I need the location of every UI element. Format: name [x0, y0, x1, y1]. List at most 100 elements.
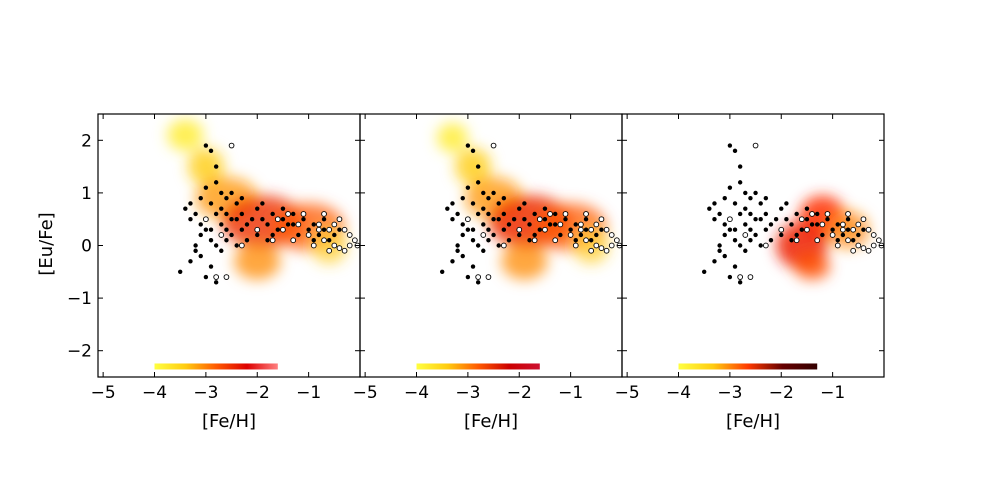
star-point-filled — [183, 206, 188, 211]
star-point-open — [578, 226, 584, 233]
star-point-filled — [460, 232, 465, 238]
star-point-filled — [311, 238, 316, 243]
star-point-filled — [234, 217, 239, 222]
star-point-filled — [481, 222, 486, 227]
star-point-filled — [470, 148, 476, 154]
star-point-open — [608, 242, 615, 249]
star-point-filled — [789, 238, 794, 243]
star-point-filled — [722, 222, 727, 227]
y-tick-label: 0 — [81, 237, 92, 257]
star-point-filled — [743, 222, 748, 227]
star-point-filled — [820, 232, 825, 238]
star-point-open — [876, 237, 882, 244]
star-point-open — [341, 226, 348, 233]
panel-2: −5 −4 −3 −2 −1 [Fe/H] — [353, 113, 623, 432]
star-point-filled — [737, 211, 743, 217]
star-point-filled — [208, 227, 214, 232]
star-point-filled — [270, 232, 275, 238]
colorbar-strip — [678, 363, 818, 370]
star-point-filled — [537, 227, 543, 232]
star-point-filled — [727, 274, 733, 280]
star-point-filled — [188, 217, 193, 222]
star-point-filled — [475, 164, 481, 169]
star-point-filled — [481, 190, 486, 196]
star-point-filled — [748, 211, 753, 217]
star-point-filled — [861, 227, 866, 232]
star-point-filled — [712, 201, 717, 206]
star-point-filled — [527, 238, 532, 243]
star-point-open — [316, 221, 322, 228]
x-tick-label: −5 — [353, 383, 378, 403]
star-point-open — [326, 247, 333, 254]
star-point-filled — [517, 232, 522, 238]
star-point-filled — [748, 238, 753, 243]
star-point-open — [809, 211, 815, 217]
star-point-filled — [583, 227, 589, 232]
star-point-filled — [213, 164, 219, 169]
star-point-open — [870, 242, 877, 249]
star-point-filled — [244, 222, 250, 227]
star-point-filled — [496, 243, 501, 248]
star-point-filled — [768, 222, 774, 227]
star-point-filled — [573, 238, 578, 243]
star-point-filled — [321, 217, 327, 222]
star-point-filled — [732, 238, 738, 243]
star-point-filled — [804, 217, 810, 222]
star-point-filled — [737, 280, 743, 285]
star-point-open — [840, 226, 846, 233]
star-point-filled — [804, 206, 810, 211]
x-tick-label: −4 — [142, 383, 167, 403]
star-point-filled — [445, 206, 450, 211]
x-tick-label: −1 — [558, 383, 583, 403]
star-point-filled — [198, 253, 203, 259]
star-point-filled — [732, 264, 738, 269]
star-point-open — [608, 232, 615, 238]
star-point-open — [269, 237, 276, 244]
star-point-filled — [732, 227, 738, 232]
star-point-open — [516, 226, 523, 233]
y-tick-label: 2 — [81, 131, 92, 151]
star-point-filled — [717, 243, 722, 248]
star-point-filled — [460, 253, 465, 259]
star-point-filled — [213, 211, 219, 217]
star-point-filled — [249, 217, 255, 222]
star-point-open — [798, 216, 805, 223]
star-point-open — [850, 226, 857, 233]
star-point-filled — [260, 217, 265, 222]
plot-area — [678, 142, 884, 370]
star-point-open — [567, 232, 574, 238]
x-tick-label: −4 — [404, 383, 429, 403]
star-point-filled — [465, 274, 471, 280]
x-tick-label: −5 — [615, 383, 640, 403]
star-point-filled — [229, 217, 234, 222]
star-point-filled — [522, 217, 527, 222]
star-point-open — [238, 242, 245, 249]
star-point-filled — [732, 148, 738, 154]
star-point-filled — [553, 222, 558, 227]
star-point-filled — [501, 195, 507, 201]
star-point-filled — [219, 222, 224, 227]
star-point-filled — [486, 238, 491, 243]
star-point-filled — [219, 190, 224, 196]
star-point-filled — [203, 185, 209, 190]
star-point-open — [834, 242, 841, 249]
star-point-filled — [265, 222, 270, 227]
star-point-filled — [219, 206, 224, 211]
star-point-open — [727, 216, 733, 223]
star-point-filled — [486, 195, 491, 201]
star-point-open — [485, 274, 492, 280]
star-point-filled — [527, 222, 532, 227]
plot-area — [416, 122, 622, 370]
star-point-open — [490, 142, 497, 149]
star-point-open — [583, 211, 589, 217]
star-point-open — [223, 274, 230, 280]
star-point-filled — [727, 143, 733, 148]
star-point-filled — [255, 232, 260, 238]
star-point-filled — [460, 222, 465, 227]
star-point-filled — [522, 201, 527, 206]
star-point-open — [228, 142, 235, 149]
star-point-open — [341, 247, 348, 254]
star-point-filled — [213, 280, 219, 285]
star-point-filled — [496, 217, 501, 222]
star-point-open — [598, 245, 605, 251]
